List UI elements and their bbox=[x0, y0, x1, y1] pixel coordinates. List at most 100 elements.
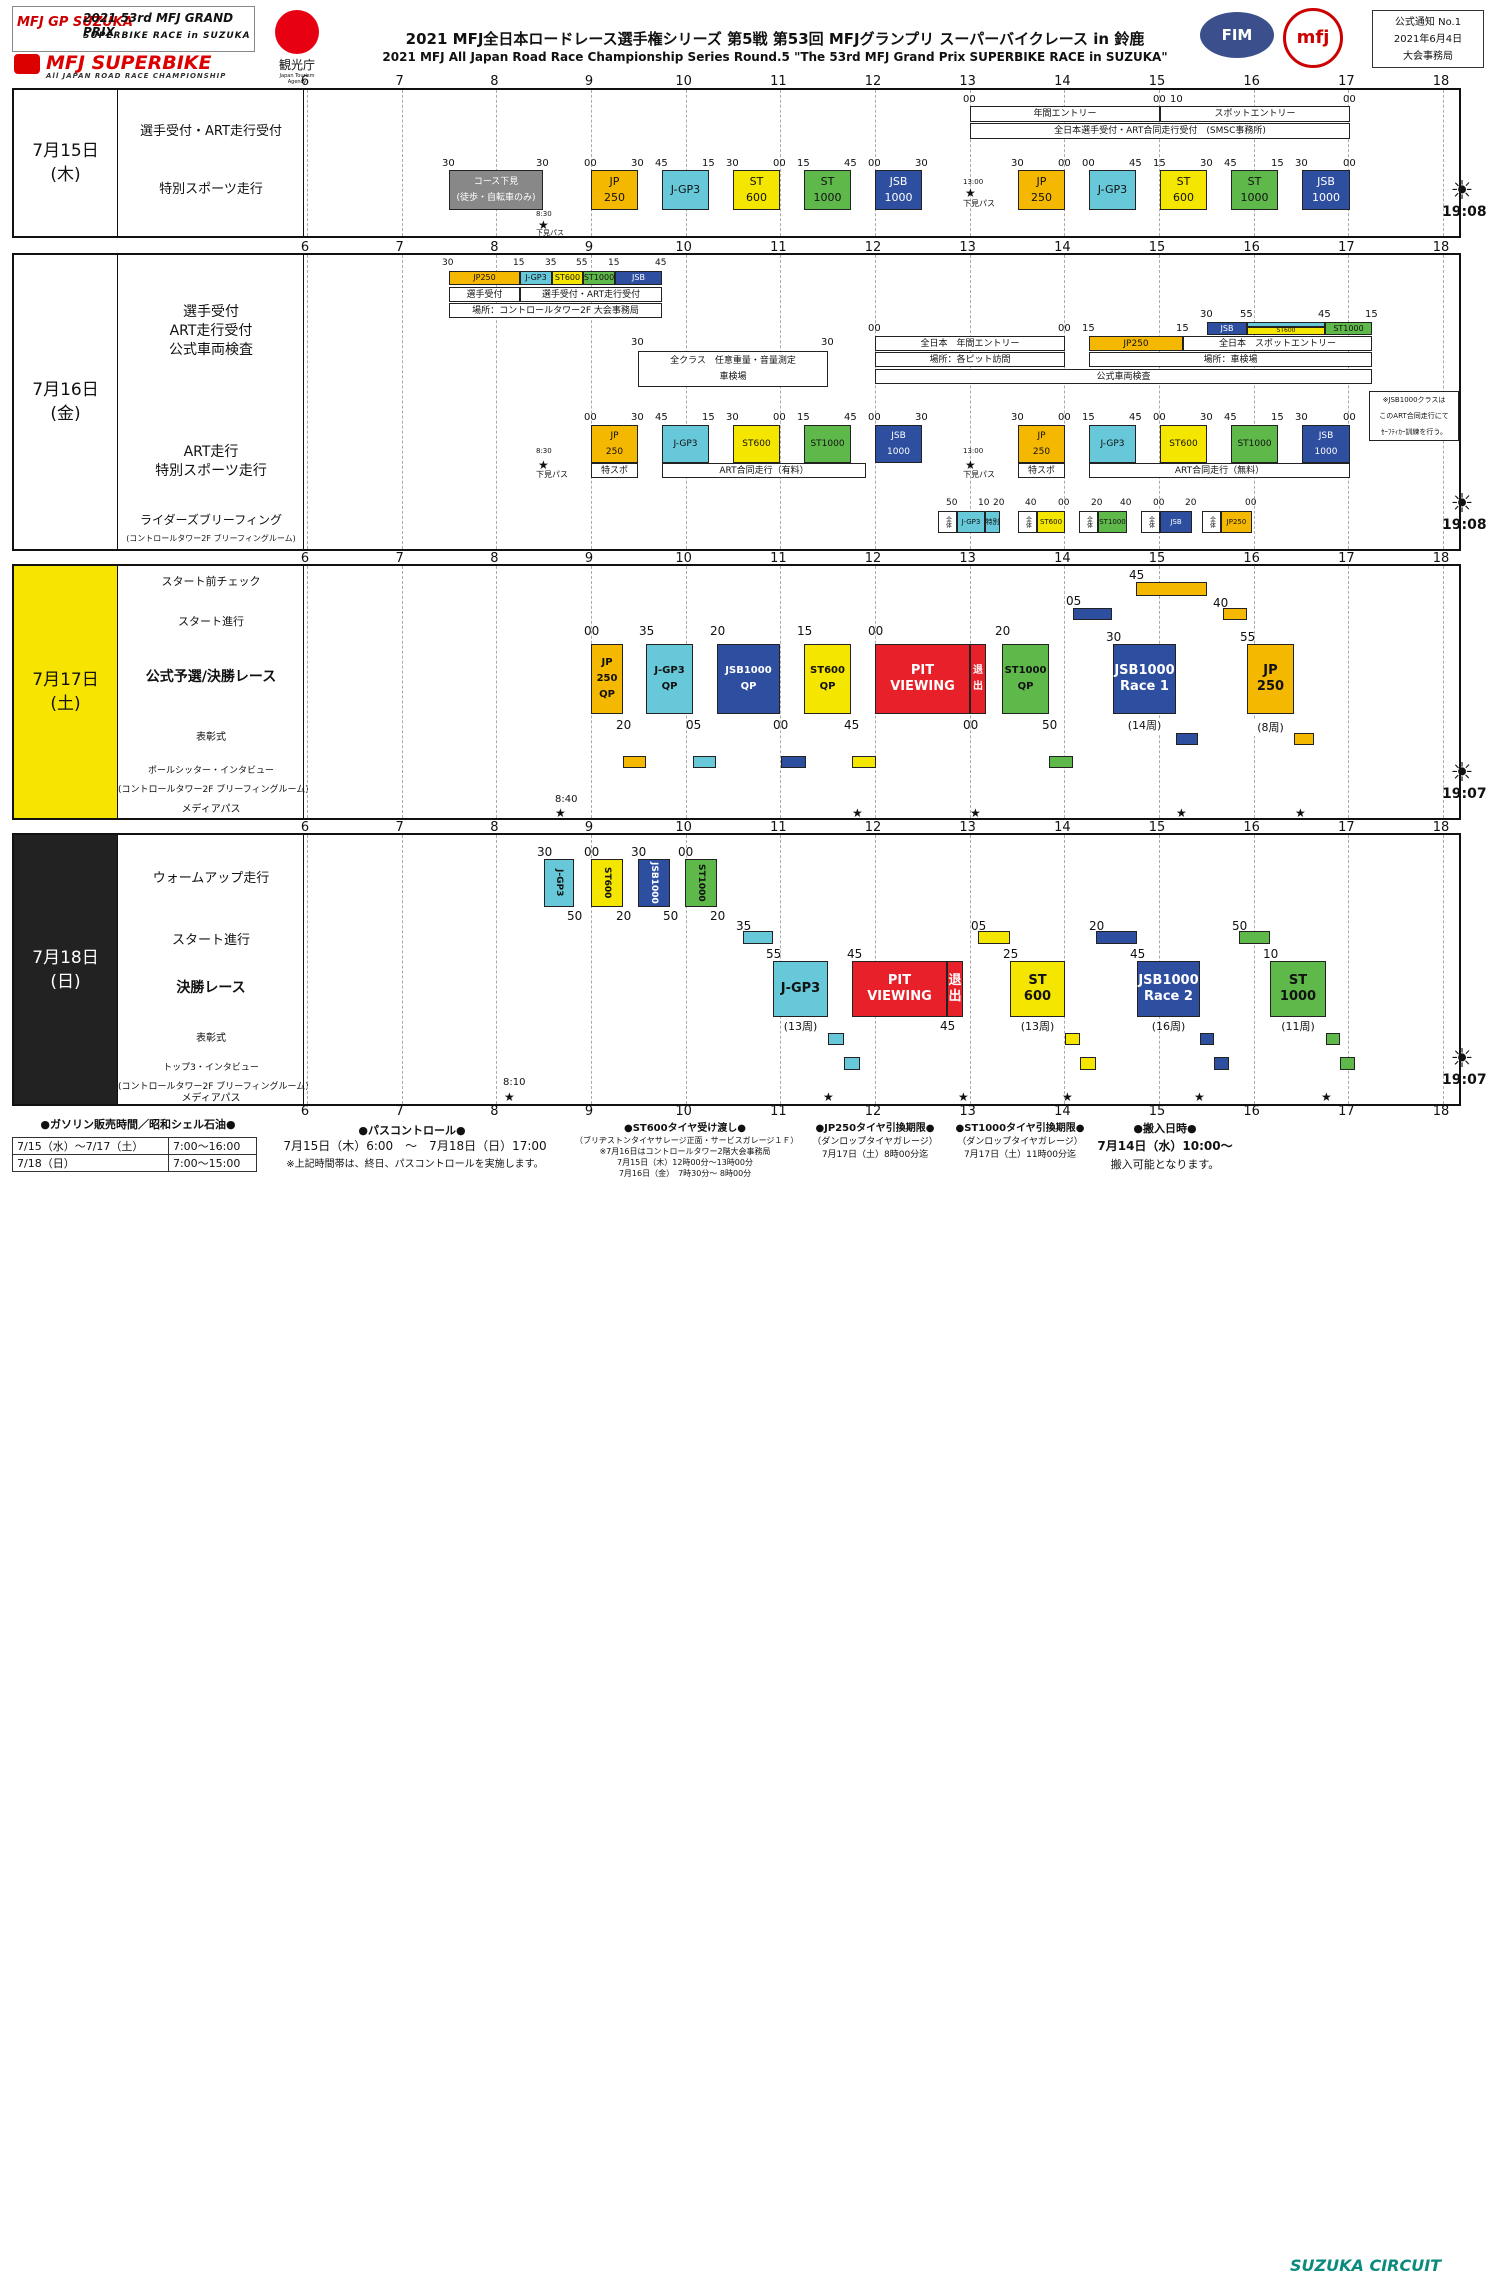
session-block: J-GP3 bbox=[662, 170, 709, 210]
session-block: 場所：コントロールタワー2F 大会事務局 bbox=[449, 303, 662, 318]
hour-gridline bbox=[591, 255, 592, 549]
small-block bbox=[1239, 931, 1270, 944]
star-icon: ★ bbox=[538, 218, 549, 232]
session-block: PIT VIEWING bbox=[852, 961, 947, 1017]
row-label: 表彰式 bbox=[196, 732, 226, 743]
session-block: ST1000 bbox=[804, 425, 851, 463]
hour-gridline bbox=[1253, 835, 1255, 1104]
pass-title: ●パスコントロール● bbox=[358, 1124, 466, 1137]
logo-event-sub: SUPERBIKE RACE in SUZUKA bbox=[83, 31, 251, 41]
hour-gridline bbox=[685, 90, 687, 236]
minute-label: 30 bbox=[631, 158, 644, 169]
minute-label: 00 bbox=[963, 94, 976, 105]
hour-gridline bbox=[1348, 566, 1350, 818]
star-icon: ★ bbox=[538, 458, 549, 472]
session-block: 全クラス 任意重量・音量測定 車検場 bbox=[638, 351, 828, 387]
minute-label: 45 bbox=[847, 947, 863, 961]
hour-label: 9 bbox=[584, 240, 594, 255]
minute-label: 下見パス bbox=[963, 199, 995, 208]
session-block: J-GP3 bbox=[1089, 170, 1136, 210]
session-block: ST1000 bbox=[1231, 425, 1278, 463]
day-band: 7月15日 (木) 選手受付・ART走行受付 特別スポーツ走行 ☀ 19:08 年間エント… bbox=[12, 88, 1487, 238]
minute-label: 15 bbox=[1153, 158, 1166, 169]
small-block bbox=[1080, 1057, 1096, 1070]
session-block: 全体 bbox=[1141, 511, 1160, 533]
day-label: 7月18日 (日) bbox=[14, 835, 118, 1104]
day-band: 7月16日 (金) 選手受付 ART走行受付 公式車両検査 ART走行 特別スポーツ… bbox=[12, 253, 1487, 551]
minute-label: 30 bbox=[442, 258, 454, 268]
minute-label: 10 bbox=[1170, 94, 1183, 105]
minute-label: 00 bbox=[1058, 158, 1071, 169]
hour-label: 11 bbox=[770, 820, 787, 835]
hour-label: 16 bbox=[1243, 240, 1260, 255]
session-block: ART合同走行（有料） bbox=[662, 463, 866, 478]
star-icon: ★ bbox=[1062, 1090, 1073, 1104]
minute-label: 下見パス bbox=[536, 229, 564, 237]
entry-title: ●搬入日時● bbox=[1133, 1122, 1197, 1135]
minute-label: 15 bbox=[1271, 412, 1284, 423]
suzuka-circuit-logo: SUZUKA CIRCUIT bbox=[1290, 2256, 1442, 2275]
minute-label: 30 bbox=[1106, 630, 1122, 644]
hour-label: 8 bbox=[490, 551, 499, 566]
minute-label: 00 bbox=[868, 412, 881, 423]
minute-label: 35 bbox=[639, 624, 655, 638]
minute-label: 30 bbox=[726, 158, 739, 169]
session-block: 全体 bbox=[1202, 511, 1221, 533]
minute-label: 20 bbox=[710, 909, 726, 923]
hour-label: 17 bbox=[1338, 551, 1355, 566]
hour-gridline bbox=[1443, 566, 1445, 818]
row-label: 選手受付・ART走行受付 bbox=[140, 124, 282, 139]
star-icon: ★ bbox=[1321, 1090, 1332, 1104]
session-block: JP 250 bbox=[591, 170, 638, 210]
minute-label: 15 bbox=[1365, 309, 1378, 320]
session-block: 全体 bbox=[1079, 511, 1098, 533]
hour-gridline bbox=[496, 835, 498, 1104]
minute-label: 30 bbox=[1200, 309, 1213, 320]
hour-gridline bbox=[1159, 90, 1161, 236]
minute-label: 00 bbox=[1058, 412, 1071, 423]
hour-gridline bbox=[401, 835, 403, 1104]
small-block bbox=[1223, 608, 1247, 620]
star-icon: ★ bbox=[958, 1090, 969, 1104]
minute-label: 00 bbox=[1343, 412, 1356, 423]
hour-label: 14 bbox=[1054, 1104, 1071, 1119]
hour-gridline bbox=[307, 90, 308, 236]
header: MFJ GP SUZUKA 2021 53rd MFJ GRAND PRIX S… bbox=[0, 0, 1500, 88]
minute-label: 00 bbox=[1343, 158, 1356, 169]
hour-gridline bbox=[496, 566, 498, 818]
hour-gridline bbox=[1253, 90, 1255, 236]
hour-label: 17 bbox=[1338, 240, 1355, 255]
title-en: 2021 MFJ All Japan Road Race Championshi… bbox=[382, 50, 1168, 64]
small-block bbox=[1214, 1057, 1229, 1070]
hour-label: 17 bbox=[1338, 820, 1355, 835]
session-block: JSB 1000 bbox=[875, 425, 922, 463]
hour-gridline bbox=[969, 255, 971, 549]
logo-event-text: 2021 53rd MFJ GRAND PRIX bbox=[83, 11, 234, 39]
hour-gridline bbox=[401, 255, 403, 549]
minute-label: 00 bbox=[773, 412, 786, 423]
star-icon: ★ bbox=[504, 1090, 515, 1104]
session-block: J-GP3 bbox=[957, 511, 985, 533]
star-icon: ★ bbox=[823, 1090, 834, 1104]
session-block: 退 出 bbox=[947, 961, 963, 1017]
tourism-agency-logo: 観光庁 Japan Tourism Agency bbox=[271, 10, 323, 85]
hour-label: 16 bbox=[1243, 74, 1260, 89]
hour-label: 9 bbox=[584, 74, 594, 89]
title-ja: 2021 MFJ全日本ロードレース選手権シリーズ 第5戦 第53回 MFJグラン… bbox=[405, 30, 1145, 48]
row-label: ART走行 特別スポーツ走行 bbox=[155, 444, 267, 479]
session-block: 全日本選手受付・ART合同走行受付 (SMSC事務所) bbox=[970, 123, 1350, 139]
hour-label: 14 bbox=[1054, 74, 1071, 89]
session-block: 場所：各ピット訪問 bbox=[875, 352, 1065, 367]
hour-gridline bbox=[1348, 835, 1350, 1104]
session-block: JP 250 bbox=[1247, 644, 1294, 714]
hour-gridline bbox=[1064, 566, 1066, 818]
page-title: 2021 MFJ全日本ロードレース選手権シリーズ 第5戦 第53回 MFJグラン… bbox=[340, 28, 1210, 64]
hour-gridline bbox=[1348, 255, 1350, 549]
small-block bbox=[1176, 733, 1198, 745]
hour-label: 9 bbox=[584, 820, 594, 835]
minute-label: 55 bbox=[1240, 630, 1256, 644]
session-block: コース下見 (徒歩・自転車のみ) bbox=[449, 170, 543, 210]
session-block: J-GP3 bbox=[544, 859, 574, 907]
hour-label: 9 bbox=[584, 1104, 594, 1119]
small-block bbox=[828, 1033, 844, 1045]
